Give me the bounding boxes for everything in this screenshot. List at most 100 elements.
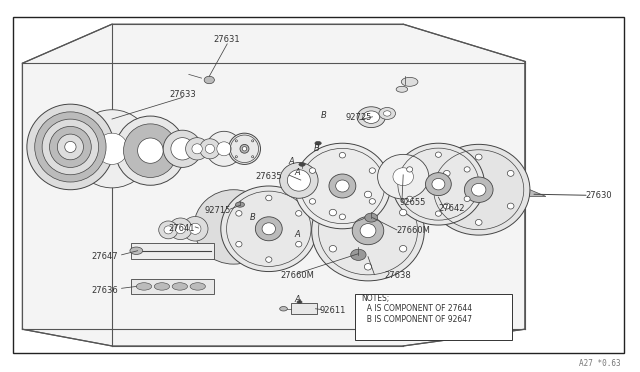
Ellipse shape xyxy=(130,247,143,254)
Ellipse shape xyxy=(379,108,396,119)
Ellipse shape xyxy=(182,217,208,241)
Text: 27642: 27642 xyxy=(438,204,465,213)
Text: B: B xyxy=(314,144,319,153)
Text: A: A xyxy=(295,295,300,304)
Ellipse shape xyxy=(205,144,214,153)
Ellipse shape xyxy=(294,143,390,229)
Text: 27638: 27638 xyxy=(384,271,411,280)
Ellipse shape xyxy=(329,246,337,252)
Ellipse shape xyxy=(266,257,272,262)
Ellipse shape xyxy=(393,168,413,186)
Text: 27660M: 27660M xyxy=(397,226,431,235)
Ellipse shape xyxy=(115,116,186,185)
Ellipse shape xyxy=(508,203,514,209)
Ellipse shape xyxy=(192,144,202,154)
Ellipse shape xyxy=(336,180,349,192)
Ellipse shape xyxy=(296,211,302,216)
Ellipse shape xyxy=(508,170,514,176)
Ellipse shape xyxy=(352,217,384,245)
Ellipse shape xyxy=(236,140,237,142)
Text: B: B xyxy=(250,213,255,222)
Ellipse shape xyxy=(351,249,366,260)
Ellipse shape xyxy=(190,283,205,290)
Ellipse shape xyxy=(266,195,272,201)
Ellipse shape xyxy=(396,86,408,92)
Ellipse shape xyxy=(299,163,305,166)
Text: 27630: 27630 xyxy=(585,191,612,200)
Ellipse shape xyxy=(280,163,318,198)
Ellipse shape xyxy=(163,130,202,167)
Ellipse shape xyxy=(169,218,192,240)
Ellipse shape xyxy=(262,223,276,235)
Ellipse shape xyxy=(357,107,385,128)
Bar xyxy=(131,243,214,259)
Ellipse shape xyxy=(465,177,493,202)
Text: 92655: 92655 xyxy=(400,198,426,207)
Text: 27660M: 27660M xyxy=(281,271,314,280)
Ellipse shape xyxy=(406,167,413,172)
Ellipse shape xyxy=(27,104,114,190)
Ellipse shape xyxy=(399,209,407,216)
Ellipse shape xyxy=(428,144,530,235)
Ellipse shape xyxy=(435,211,442,216)
Bar xyxy=(355,294,512,340)
Ellipse shape xyxy=(228,133,260,164)
Ellipse shape xyxy=(309,168,316,173)
Ellipse shape xyxy=(252,140,253,142)
Ellipse shape xyxy=(392,143,484,225)
Text: 27631: 27631 xyxy=(214,35,241,44)
Ellipse shape xyxy=(315,141,321,145)
Text: 92715: 92715 xyxy=(204,206,230,215)
Ellipse shape xyxy=(312,180,424,281)
Ellipse shape xyxy=(444,170,450,176)
Ellipse shape xyxy=(164,226,173,234)
Ellipse shape xyxy=(236,156,237,158)
Text: A: A xyxy=(289,157,294,166)
Ellipse shape xyxy=(476,219,482,225)
Polygon shape xyxy=(428,190,546,196)
Ellipse shape xyxy=(206,131,242,166)
Ellipse shape xyxy=(200,139,220,159)
Ellipse shape xyxy=(217,142,231,156)
Ellipse shape xyxy=(435,152,442,157)
Text: A: A xyxy=(295,230,300,239)
Ellipse shape xyxy=(175,224,186,234)
Ellipse shape xyxy=(464,196,470,202)
Text: B: B xyxy=(321,111,326,120)
Ellipse shape xyxy=(65,141,76,153)
Ellipse shape xyxy=(236,211,242,216)
Ellipse shape xyxy=(243,147,247,151)
Ellipse shape xyxy=(255,217,282,241)
Ellipse shape xyxy=(124,124,177,177)
Ellipse shape xyxy=(426,173,451,196)
Ellipse shape xyxy=(364,191,372,198)
Ellipse shape xyxy=(432,179,445,190)
Ellipse shape xyxy=(189,223,201,234)
Text: 27647: 27647 xyxy=(92,252,118,261)
Ellipse shape xyxy=(96,133,128,164)
Ellipse shape xyxy=(472,183,486,196)
Ellipse shape xyxy=(186,138,209,160)
Ellipse shape xyxy=(136,283,152,290)
Text: A27 *0.63: A27 *0.63 xyxy=(579,359,621,368)
Ellipse shape xyxy=(138,138,163,163)
Ellipse shape xyxy=(42,119,99,175)
Ellipse shape xyxy=(280,307,287,311)
Text: 92725: 92725 xyxy=(345,113,372,122)
Ellipse shape xyxy=(221,186,317,272)
Ellipse shape xyxy=(35,112,106,182)
Ellipse shape xyxy=(154,283,170,290)
Ellipse shape xyxy=(444,203,450,209)
Ellipse shape xyxy=(72,110,152,188)
Ellipse shape xyxy=(204,76,214,84)
Ellipse shape xyxy=(296,241,302,247)
Ellipse shape xyxy=(171,138,194,160)
Text: NOTES;
  A IS COMPONENT OF 27644
  B IS COMPONENT OF 92647: NOTES; A IS COMPONENT OF 27644 B IS COMP… xyxy=(362,294,472,324)
Bar xyxy=(291,303,317,314)
Text: 27636: 27636 xyxy=(92,286,118,295)
Ellipse shape xyxy=(309,199,316,204)
Text: 27635: 27635 xyxy=(255,172,282,181)
Ellipse shape xyxy=(236,241,242,247)
Ellipse shape xyxy=(329,209,337,216)
Ellipse shape xyxy=(401,77,418,86)
